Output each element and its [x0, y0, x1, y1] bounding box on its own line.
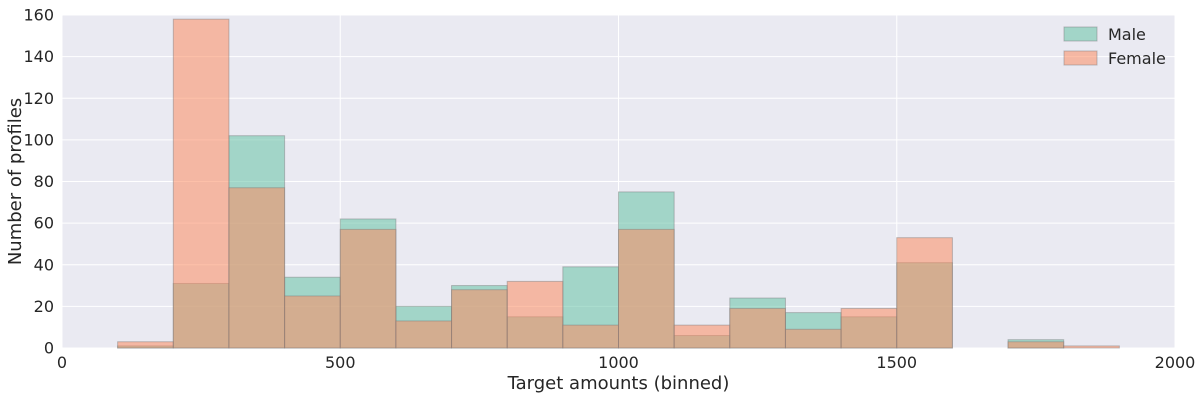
y-tick-labels: 0 20 40 60 80 100 120 140 160 [23, 6, 54, 358]
y-tick-label: 100 [23, 130, 54, 149]
female-bar [1007, 341, 1065, 349]
female-bar [339, 228, 397, 349]
x-tick-label: 2000 [1155, 353, 1196, 372]
x-tick-label: 500 [325, 353, 356, 372]
legend: Male Female [1063, 25, 1166, 68]
y-tick-label: 120 [23, 89, 54, 108]
legend-swatch [1063, 26, 1098, 42]
female-bar [618, 228, 675, 349]
female-bar [395, 320, 453, 349]
female-bar [1063, 345, 1120, 349]
female-bar [840, 307, 898, 349]
female-bar [729, 307, 786, 349]
x-tick-labels: 0 500 1000 1500 2000 [57, 353, 1195, 372]
x-tick-label: 0 [57, 353, 67, 372]
x-tick-label: 1000 [598, 353, 639, 372]
y-tick-label: 20 [34, 297, 54, 316]
series-female [117, 18, 1120, 349]
female-bar [506, 280, 564, 349]
y-tick-label: 60 [34, 214, 54, 233]
y-tick-label: 140 [23, 47, 54, 66]
legend-swatch [1063, 50, 1098, 66]
female-bar [784, 328, 842, 349]
legend-item-female: Female [1063, 49, 1166, 68]
y-tick-label: 40 [34, 255, 54, 274]
female-bar [284, 295, 341, 349]
bars-group [117, 18, 1120, 349]
legend-item-male: Male [1063, 25, 1146, 44]
female-bar [673, 324, 731, 349]
y-tick-label: 80 [34, 172, 54, 191]
female-bar [896, 237, 953, 349]
y-tick-label: 0 [44, 339, 54, 358]
female-bar [451, 289, 508, 349]
legend-label: Female [1108, 49, 1166, 68]
legend-label: Male [1108, 25, 1146, 44]
y-tick-label: 160 [23, 6, 54, 25]
female-bar [117, 341, 174, 349]
female-bar [172, 18, 230, 349]
x-axis-label: Target amounts (binned) [507, 373, 730, 394]
female-bar [562, 324, 619, 349]
female-bar [228, 187, 286, 349]
y-axis-label: Number of profiles [5, 98, 26, 265]
x-tick-label: 1500 [876, 353, 917, 372]
